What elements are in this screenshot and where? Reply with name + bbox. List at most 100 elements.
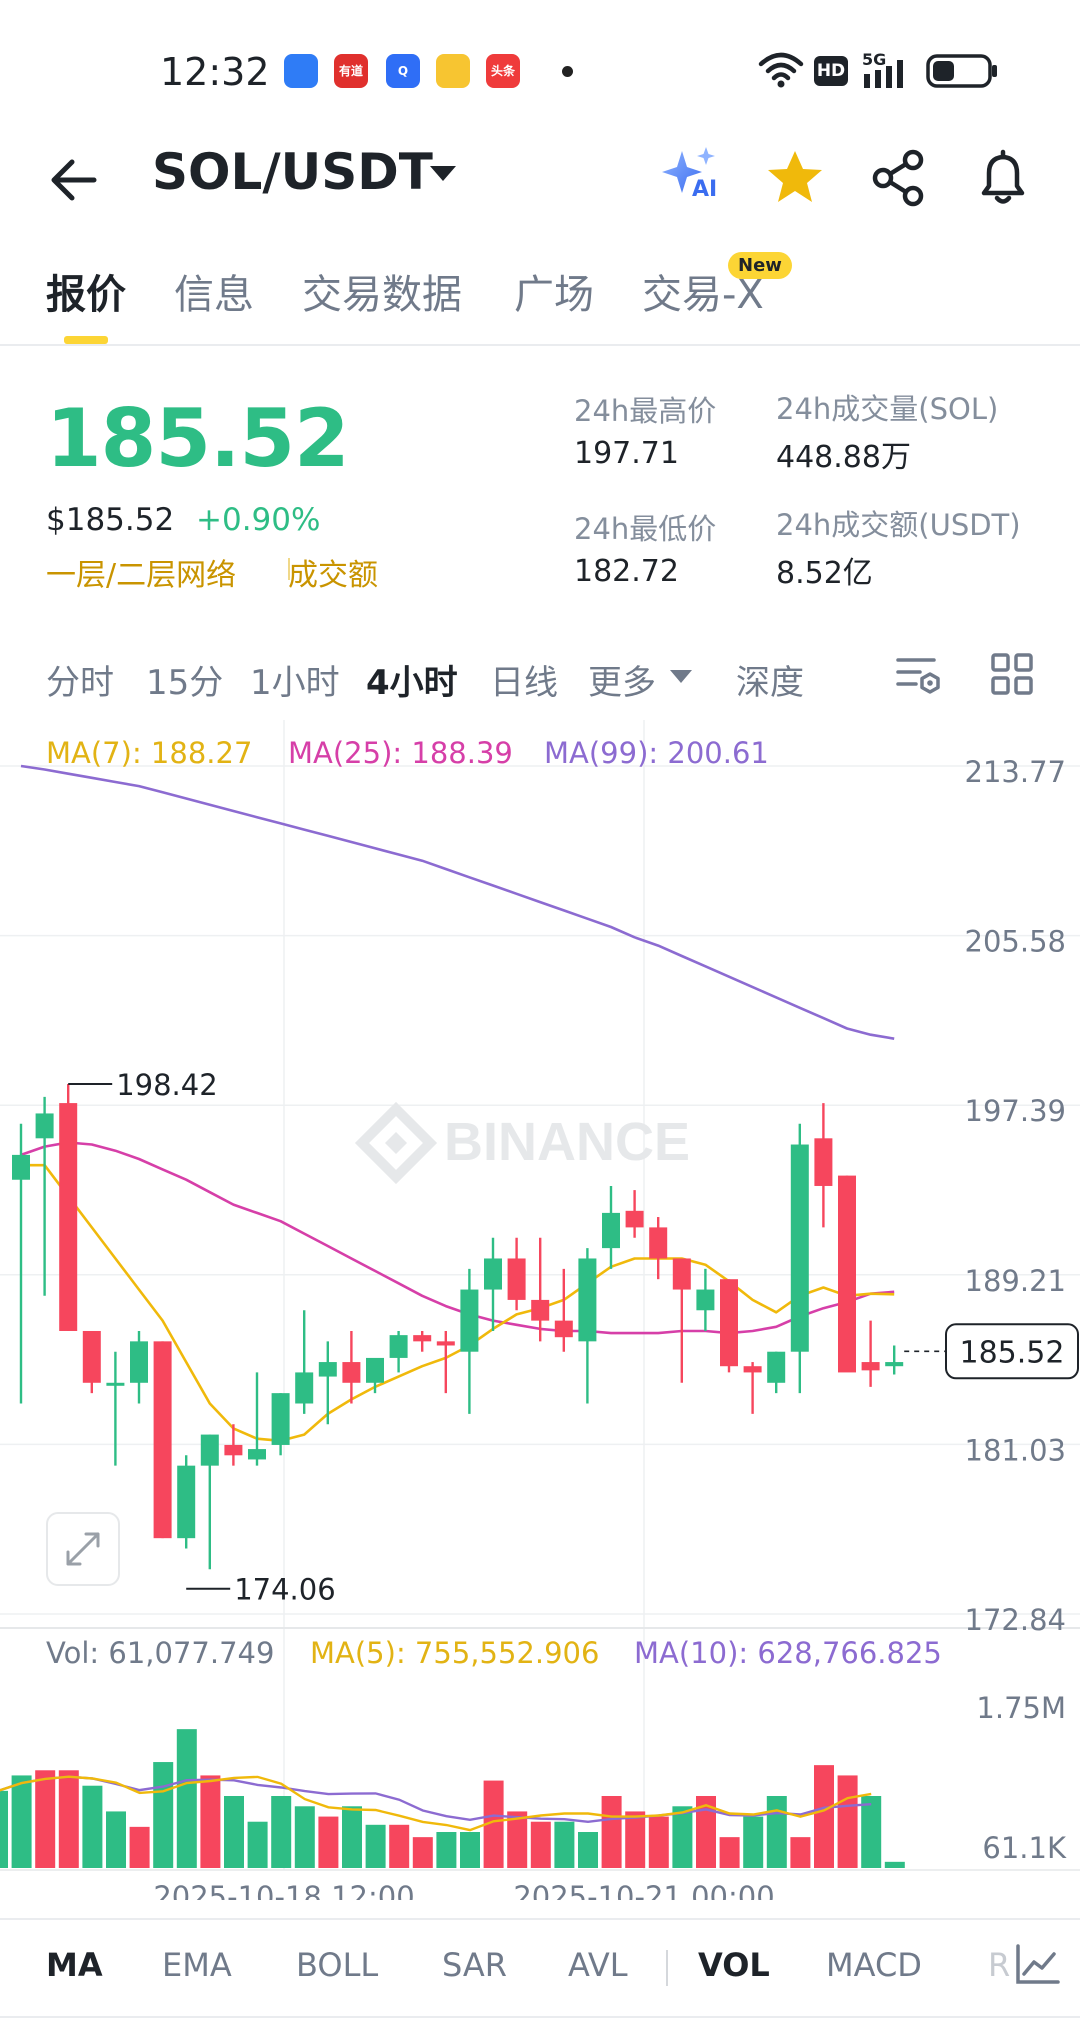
- yellow-app-icon: [436, 54, 470, 88]
- ai-assistant-button[interactable]: AI: [660, 145, 726, 211]
- volume-bar: [318, 1816, 339, 1868]
- volume-bars: [0, 1729, 905, 1868]
- tab-quote[interactable]: 报价: [46, 272, 126, 318]
- bell-icon[interactable]: [970, 145, 1036, 211]
- candle: [554, 1268, 573, 1352]
- app-blue-icon: [284, 54, 318, 88]
- indicator-ema[interactable]: EMA: [162, 1946, 232, 1984]
- high-marker-label: 198.42: [116, 1068, 217, 1102]
- volume-bar: [247, 1821, 268, 1868]
- indicator-more[interactable]: R: [988, 1946, 1011, 1984]
- candle-body: [318, 1362, 337, 1377]
- volume-bar: [743, 1816, 764, 1868]
- indicator-sar[interactable]: SAR: [442, 1946, 508, 1984]
- ma99-line: [20, 764, 895, 1040]
- time-axis: 2025-10-18 12:00 2025-10-21 00:00: [153, 1880, 774, 1900]
- candle-body: [814, 1138, 833, 1186]
- active-tab-indicator: [64, 336, 108, 344]
- candle-body: [649, 1227, 668, 1259]
- favorite-star-icon[interactable]: [762, 145, 828, 211]
- pair-title[interactable]: SOL/USDT: [152, 143, 433, 201]
- high-label: 24h最高价: [574, 394, 717, 428]
- candle-body: [696, 1289, 715, 1311]
- candle: [531, 1237, 550, 1342]
- candle: [271, 1393, 290, 1456]
- wifi-icon: [758, 52, 804, 88]
- volume-bar: [200, 1775, 221, 1868]
- indicator-ma[interactable]: MA: [46, 1946, 103, 1984]
- tag-separator: [288, 558, 290, 580]
- ma7-line: [21, 1163, 895, 1443]
- candle: [743, 1362, 762, 1414]
- pair-dropdown-icon[interactable]: [430, 166, 456, 181]
- indicator-vol[interactable]: VOL: [698, 1946, 770, 1984]
- tab-square[interactable]: 广场: [514, 272, 594, 318]
- candle: [106, 1351, 125, 1466]
- ma7-legend: MA(7): 188.27: [46, 736, 253, 770]
- price-tick: 197.39: [965, 1094, 1066, 1128]
- time-label: 2025-10-21 00:00: [513, 1880, 774, 1900]
- share-icon[interactable]: [866, 145, 932, 211]
- search-app-icon: Q: [386, 54, 420, 88]
- volume-bar: [861, 1796, 882, 1868]
- back-arrow-icon[interactable]: [44, 150, 114, 210]
- candle-body: [885, 1362, 904, 1367]
- candle-body: [602, 1212, 620, 1249]
- candle-body: [153, 1341, 172, 1539]
- layout-grid-icon[interactable]: [988, 650, 1038, 700]
- vol-ma10-line: [0, 1775, 872, 1824]
- interval-more[interactable]: 更多: [588, 663, 656, 703]
- candle: [177, 1455, 196, 1549]
- ma99-legend: MA(99): 200.61: [544, 736, 769, 770]
- indicator-boll[interactable]: BOLL: [296, 1946, 379, 1984]
- interval-depth[interactable]: 深度: [736, 663, 804, 703]
- hd-badge: HD: [814, 56, 848, 86]
- volume-bar: [483, 1780, 504, 1868]
- tab-info[interactable]: 信息: [174, 272, 254, 318]
- candlestick-chart[interactable]: BINANCE 213.77 205.58 197.39 189.21 181.03 17…: [0, 720, 1080, 1900]
- interval-4h[interactable]: 4小时: [366, 663, 458, 703]
- indicator-macd[interactable]: MACD: [826, 1946, 922, 1984]
- price-change: +0.90%: [196, 502, 321, 538]
- candle-body: [12, 1154, 30, 1180]
- tab-trade-x[interactable]: 交易-X: [642, 272, 764, 318]
- binance-logo-icon: [354, 1101, 438, 1185]
- interval-1h[interactable]: 1小时: [250, 663, 340, 703]
- candle: [82, 1330, 101, 1394]
- current-price-box: [945, 1323, 1079, 1380]
- candle-body: [484, 1258, 502, 1290]
- candle: [59, 1084, 78, 1331]
- turnover-tag[interactable]: 成交额: [288, 558, 378, 593]
- new-badge: New: [728, 252, 792, 279]
- volume-bar: [58, 1770, 79, 1868]
- more-caret-icon[interactable]: [670, 670, 692, 683]
- interval-15m[interactable]: 15分: [146, 663, 224, 703]
- interval-1d[interactable]: 日线: [490, 663, 558, 703]
- candle: [248, 1372, 266, 1466]
- chart-grid: [0, 720, 1080, 1871]
- volume-bar: [224, 1796, 244, 1868]
- fullscreen-button[interactable]: [46, 1512, 120, 1586]
- volume-bar: [578, 1832, 598, 1868]
- ai-sparkle-icon: [662, 147, 715, 193]
- interval-timeline[interactable]: 分时: [46, 663, 114, 703]
- volume-bar: [554, 1821, 575, 1868]
- network-tag[interactable]: 一层/二层网络: [46, 558, 237, 593]
- indicator-settings-icon[interactable]: [1012, 1940, 1062, 1988]
- tab-trading-data[interactable]: 交易数据: [302, 272, 462, 318]
- candle-body: [35, 1113, 54, 1139]
- chart-settings-icon[interactable]: [894, 650, 944, 700]
- candle: [507, 1237, 526, 1311]
- candle-body: [106, 1382, 125, 1386]
- status-bar: 12:32 有道 Q 头条 HD 5G: [0, 0, 1080, 140]
- candle: [885, 1345, 904, 1375]
- price-tick: 205.58: [965, 925, 1066, 959]
- candle-body: [507, 1258, 526, 1300]
- indicator-avl[interactable]: AVL: [568, 1946, 628, 1984]
- candle-body: [200, 1434, 219, 1466]
- candle-body: [295, 1372, 314, 1404]
- volume-bar: [884, 1861, 905, 1868]
- network-type: 5G: [862, 50, 887, 69]
- volume-bar: [837, 1775, 858, 1868]
- candle-body: [578, 1258, 597, 1342]
